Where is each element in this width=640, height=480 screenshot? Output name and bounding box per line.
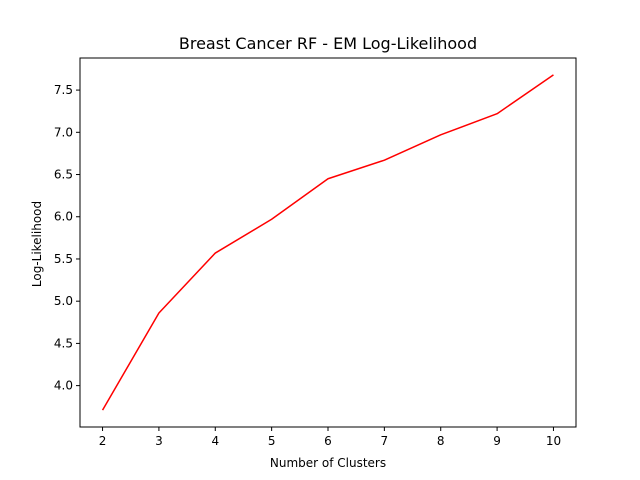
x-axis-title: Number of Clusters (270, 456, 386, 470)
y-axis: 4.0 4.5 5.0 5.5 6.0 6.5 7.0 7.5 (54, 83, 80, 393)
x-tick-label: 4 (211, 434, 219, 448)
chart-title: Breast Cancer RF - EM Log-Likelihood (179, 34, 477, 53)
x-tick-label: 6 (324, 434, 332, 448)
x-axis: 2 3 4 5 6 7 8 9 10 (99, 427, 561, 448)
y-tick-label: 5.5 (54, 252, 73, 266)
y-tick-label: 6.0 (54, 210, 73, 224)
x-tick-label: 8 (437, 434, 445, 448)
x-tick-label: 5 (268, 434, 276, 448)
x-tick-label: 10 (546, 434, 561, 448)
y-tick-label: 7.5 (54, 83, 73, 97)
x-tick-label: 9 (493, 434, 501, 448)
series-line (101, 74, 554, 411)
y-tick-label: 6.5 (54, 168, 73, 182)
y-tick-label: 4.5 (54, 336, 73, 350)
series-layer (101, 74, 554, 411)
y-axis-title: Log-Likelihood (30, 201, 44, 287)
y-tick-label: 7.0 (54, 125, 73, 139)
y-tick-label: 4.0 (54, 379, 73, 393)
y-tick-label: 5.0 (54, 294, 73, 308)
plot-area: 2 3 4 5 6 7 8 9 10 4.0 4.5 5.0 5.5 6.0 6.5 7.0 7.5 (54, 57, 577, 448)
x-tick-label: 2 (99, 434, 107, 448)
x-tick-label: 3 (155, 434, 163, 448)
x-tick-label: 7 (381, 434, 389, 448)
